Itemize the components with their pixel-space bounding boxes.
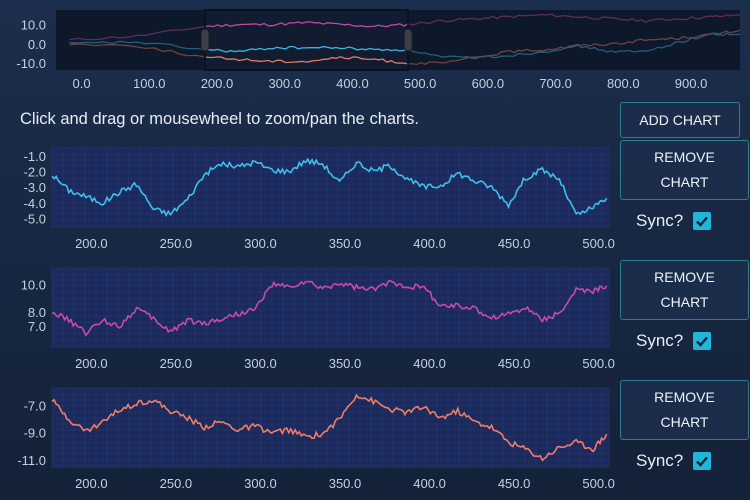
xtick-label: 250.0 (160, 356, 193, 371)
ytick-label: 8.0 (28, 305, 46, 320)
detail-chart-orange[interactable]: -7.0 -9.0 -11.0 200.0 250.0 300.0 350.0 400.0 45… (0, 380, 620, 500)
overview-mask-right (408, 10, 740, 70)
sync-label: Sync? (636, 451, 684, 470)
xtick-label: 350.0 (329, 476, 362, 491)
xtick-label: 200.0 (75, 356, 108, 371)
remove-chart-label: REMOVE CHART (654, 269, 715, 310)
overview-ytick-label: -10.0 (16, 56, 46, 71)
sync-checkbox[interactable] (693, 452, 712, 470)
plot-area (52, 148, 610, 228)
overview-ytick-label: 10.0 (21, 18, 46, 33)
checkmark-icon (696, 216, 709, 227)
ytick-label: -4.0 (24, 196, 46, 211)
overview-xtick-label: 100.0 (133, 76, 166, 91)
overview-mask-left (56, 10, 205, 70)
ytick-label: -2.0 (24, 165, 46, 180)
checkmark-icon (696, 336, 709, 347)
xtick-label: 300.0 (244, 356, 277, 371)
detail-chart-magenta[interactable]: 10.0 8.07.0 200.0 250.0 300.0 350.0 400.0 450.0… (0, 260, 620, 380)
sync-label: Sync? (636, 211, 684, 230)
remove-chart-label: REMOVE CHART (654, 149, 715, 190)
sync-row-3: Sync? (636, 451, 712, 471)
sync-label: Sync? (636, 331, 684, 350)
ytick-label: -9.0 (24, 426, 46, 441)
ytick-label: -5.0 (24, 212, 46, 227)
remove-chart-button-2[interactable]: REMOVE CHART (620, 260, 749, 320)
xtick-label: 500.0 (582, 476, 615, 491)
series-line-blue (51, 157, 608, 217)
overview-xtick-label: 900.0 (675, 76, 708, 91)
overview-xtick-label: 300.0 (268, 76, 301, 91)
xtick-label: 400.0 (413, 476, 446, 491)
overview-xtick-label: 500.0 (404, 76, 437, 91)
ytick-label: 7.0 (28, 319, 46, 334)
overview-xtick-label: 800.0 (607, 76, 640, 91)
sync-checkbox[interactable] (693, 332, 712, 350)
ytick-label: -7.0 (24, 399, 46, 414)
xtick-label: 400.0 (413, 356, 446, 371)
xtick-label: 300.0 (244, 476, 277, 491)
xtick-label: 500.0 (582, 356, 615, 371)
xtick-label: 250.0 (160, 236, 193, 251)
overview-xtick-label: 600.0 (472, 76, 505, 91)
xtick-label: 450.0 (498, 236, 531, 251)
plot-area (52, 268, 610, 348)
add-chart-button[interactable]: ADD CHART (620, 102, 740, 138)
xtick-label: 250.0 (160, 476, 193, 491)
remove-chart-label: REMOVE CHART (654, 389, 715, 430)
selection-handle-left (200, 28, 210, 52)
xtick-label: 450.0 (498, 356, 531, 371)
xtick-label: 200.0 (75, 476, 108, 491)
overview-xtick-label: 200.0 (201, 76, 234, 91)
remove-chart-button-1[interactable]: REMOVE CHART (620, 140, 749, 200)
sync-checkbox[interactable] (693, 212, 712, 230)
sync-row-2: Sync? (636, 331, 712, 351)
xtick-label: 300.0 (244, 236, 277, 251)
remove-chart-button-3[interactable]: REMOVE CHART (620, 380, 749, 440)
series-line-orange (51, 393, 608, 462)
overview-ytick-label: 0.0 (28, 37, 46, 52)
overview-xtick-label: 400.0 (336, 76, 369, 91)
overview-xtick-label: 0.0 (73, 76, 91, 91)
ytick-label: 10.0 (21, 278, 46, 293)
add-chart-label: ADD CHART (639, 111, 721, 128)
checkmark-icon (696, 456, 709, 467)
xtick-label: 400.0 (413, 236, 446, 251)
ytick-label: -11.0 (17, 453, 46, 468)
detail-chart-blue[interactable]: -1.0-2.0-3.0-4.0-5.0 200.0 250.0 300.0 350.0… (0, 140, 620, 260)
ytick-label: -1.0 (24, 149, 46, 164)
series-line-magenta (51, 279, 608, 337)
instruction-text: Click and drag or mousewheel to zoom/pan… (20, 110, 419, 128)
xtick-label: 350.0 (329, 356, 362, 371)
xtick-label: 500.0 (582, 236, 615, 251)
overview-xtick-label: 700.0 (539, 76, 572, 91)
sync-row-1: Sync? (636, 211, 712, 231)
xtick-label: 350.0 (329, 236, 362, 251)
selection-handle-right (403, 28, 413, 52)
plot-area (52, 388, 610, 468)
overview-chart[interactable]: 10.0 0.0 -10.0 0.0 100.0 200.0 300.0 400.0 500.0… (0, 0, 750, 100)
xtick-label: 450.0 (498, 476, 531, 491)
ytick-label: -3.0 (24, 180, 46, 195)
xtick-label: 200.0 (75, 236, 108, 251)
